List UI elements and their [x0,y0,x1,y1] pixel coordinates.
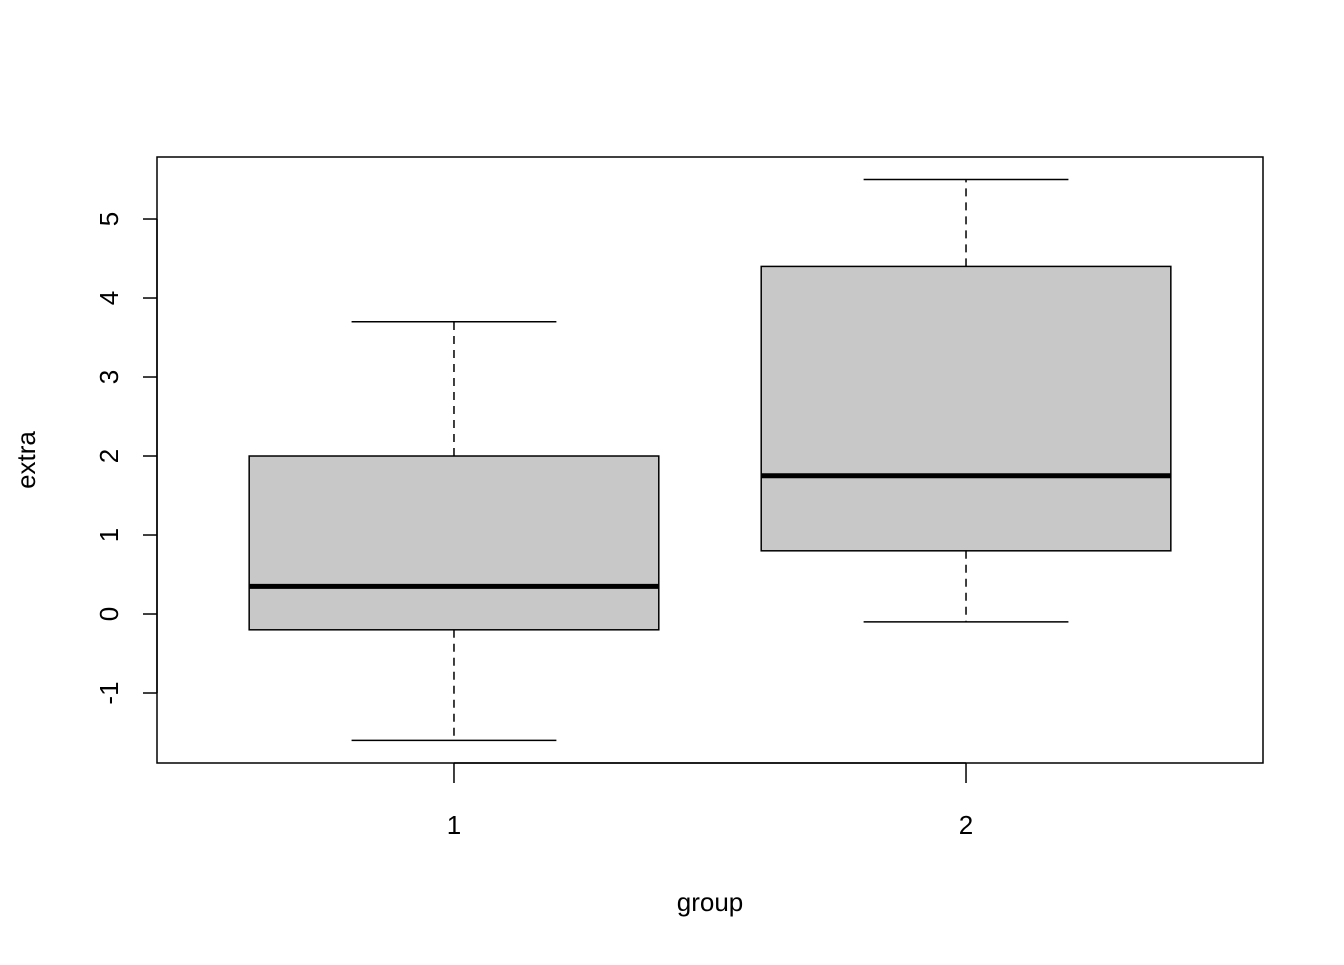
y-tick-label: 0 [94,607,124,621]
y-tick-label: 2 [94,449,124,463]
y-tick-label: 3 [94,370,124,384]
y-tick-label: 5 [94,212,124,226]
box-group-2 [760,178,1172,623]
y-axis-label: extra [11,431,41,489]
y-tick-label: -1 [94,681,124,704]
y-tick-label: 1 [94,528,124,542]
x-axis-label: group [677,887,744,917]
box-group-1 [248,320,660,742]
y-tick-label: 4 [94,291,124,305]
x-tick-label: 2 [959,810,973,840]
box-iqr [760,265,1172,552]
box-iqr [248,455,660,631]
x-tick-label: 1 [447,810,461,840]
